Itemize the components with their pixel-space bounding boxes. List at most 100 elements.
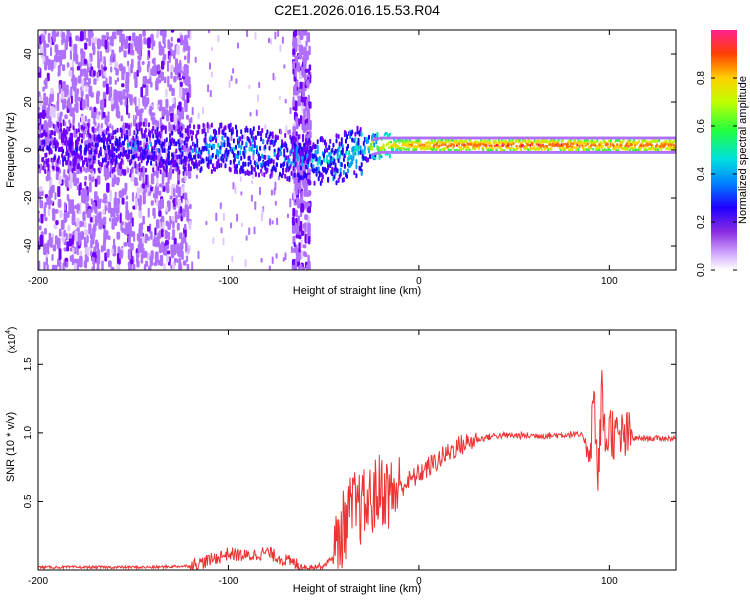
- spectrogram-cell: [294, 100, 298, 112]
- spectrogram-cell: [197, 153, 200, 159]
- spectrogram-cell: [131, 217, 134, 227]
- spectrogram-cell: [142, 96, 146, 105]
- spectrogram-cell: [660, 147, 663, 151]
- spectrogram-cell: [337, 134, 340, 139]
- spectrogram-cell: [88, 57, 91, 68]
- spectrogram-cell: [66, 84, 69, 95]
- spectrogram-cell: [88, 77, 92, 85]
- spectrogram-cell: [288, 129, 291, 135]
- spectrogram-cell: [443, 147, 446, 150]
- spectrogram-cell: [176, 154, 179, 160]
- spectrogram-cell: [169, 195, 173, 200]
- spectrogram-cell: [306, 35, 310, 41]
- spectrogram-cell: [339, 167, 342, 173]
- spectrogram-cell: [123, 136, 126, 142]
- spectrogram-cell: [491, 147, 494, 150]
- spectrogram-cell: [164, 249, 168, 254]
- spectrogram-cell: [142, 76, 146, 85]
- spectrogram-cell: [112, 130, 115, 136]
- spectrogram-cell: [74, 230, 78, 242]
- spectrogram-cell: [189, 145, 192, 151]
- spectrogram-cell: [47, 32, 51, 43]
- spectrogram-cell: [114, 61, 118, 68]
- spectrogram-cell: [121, 197, 125, 205]
- spectrogram-cell: [644, 139, 647, 143]
- spectrogram-cell: [210, 71, 213, 78]
- spectrogram-cell: [149, 76, 152, 85]
- spectrogram-cell: [308, 262, 311, 270]
- spectrogram-cell: [103, 60, 107, 67]
- spectrogram-cell: [120, 158, 123, 164]
- spectrogram-cell: [270, 38, 272, 45]
- spectrogram-cell: [218, 128, 221, 134]
- spectrogram-cell: [85, 157, 88, 163]
- spectrogram-cell: [170, 64, 174, 72]
- spectrogram-cell: [254, 32, 257, 40]
- spectrogram-cell: [281, 143, 284, 149]
- spectrogram-cell: [53, 107, 56, 118]
- spectrogram-cell: [130, 63, 133, 74]
- spectrogram-cell: [150, 141, 153, 147]
- spectrogram-cell: [275, 162, 278, 168]
- spectrogram-cell: [97, 122, 100, 128]
- spectrogram-cell: [83, 30, 87, 40]
- spectrogram-cell: [185, 242, 188, 252]
- spectrogram-cell: [303, 30, 308, 36]
- spectrogram-cell: [301, 146, 303, 152]
- spectrogram-cell: [192, 148, 194, 153]
- spectrogram-cell: [68, 167, 71, 173]
- spectrogram-cell: [175, 195, 178, 206]
- spectrogram-cell: [84, 254, 88, 265]
- spectrogram-cell: [107, 160, 110, 166]
- spectrogram-cell: [249, 128, 252, 133]
- spectrogram-cell: [293, 86, 297, 96]
- spectrogram-cell: [215, 138, 218, 144]
- spectrogram-cell: [137, 243, 142, 253]
- spectrogram-cell: [540, 147, 543, 151]
- spectrogram-cell: [69, 36, 72, 47]
- spectrogram-cell: [50, 46, 53, 57]
- spectrogram-cell: [121, 83, 125, 88]
- spectrogram-cell: [123, 50, 127, 58]
- spectrogram-cell: [93, 155, 96, 161]
- spectrogram-cell: [155, 219, 160, 229]
- spectrogram-cell: [298, 266, 301, 270]
- spectrogram-cell: [388, 154, 391, 157]
- spectrogram-cell: [392, 148, 395, 151]
- spectrogram-cell: [305, 173, 308, 179]
- spectrogram-cell: [185, 143, 188, 149]
- spectrogram-cell: [239, 150, 242, 156]
- spectrogram-cell: [170, 186, 173, 199]
- spectrogram-cell: [144, 167, 147, 173]
- spectrogram-cell: [43, 139, 46, 145]
- spectrogram-cell: [196, 138, 199, 144]
- spectrogram-cell: [627, 144, 630, 148]
- spectrogram-cell: [198, 124, 201, 130]
- spectrogram-cell: [659, 144, 662, 148]
- spectrogram-cell: [140, 86, 144, 98]
- spectrogram-cell: [64, 140, 67, 146]
- spectrogram-cell: [175, 141, 178, 147]
- spectrogram-cell: [156, 127, 159, 132]
- spectrogram-cell: [120, 115, 124, 122]
- spectrogram-cell: [292, 68, 295, 75]
- spectrogram-cell: [230, 222, 233, 229]
- spectrogram-cell: [139, 140, 142, 146]
- spectrogram-cell: [295, 209, 298, 218]
- spectrogram-cell: [70, 133, 73, 139]
- spectrogram-cell: [50, 149, 53, 155]
- spectrogram-cell: [150, 231, 153, 240]
- spectrogram-cell: [117, 146, 120, 152]
- spectrogram-cell: [220, 123, 223, 129]
- spectrogram-cell: [513, 147, 516, 151]
- spectrogram-cell: [465, 139, 468, 143]
- spectrogram-cell: [91, 163, 94, 169]
- spectrogram-cell: [207, 149, 210, 155]
- spectrogram-cell: [249, 112, 252, 117]
- spectrogram-cell: [177, 186, 181, 198]
- spectrogram-cell: [463, 139, 466, 143]
- spectrogram-cell: [235, 78, 238, 84]
- spectrogram-cell: [94, 121, 97, 127]
- spectrogram-cell: [191, 107, 194, 116]
- spectrogram-cell: [346, 173, 348, 179]
